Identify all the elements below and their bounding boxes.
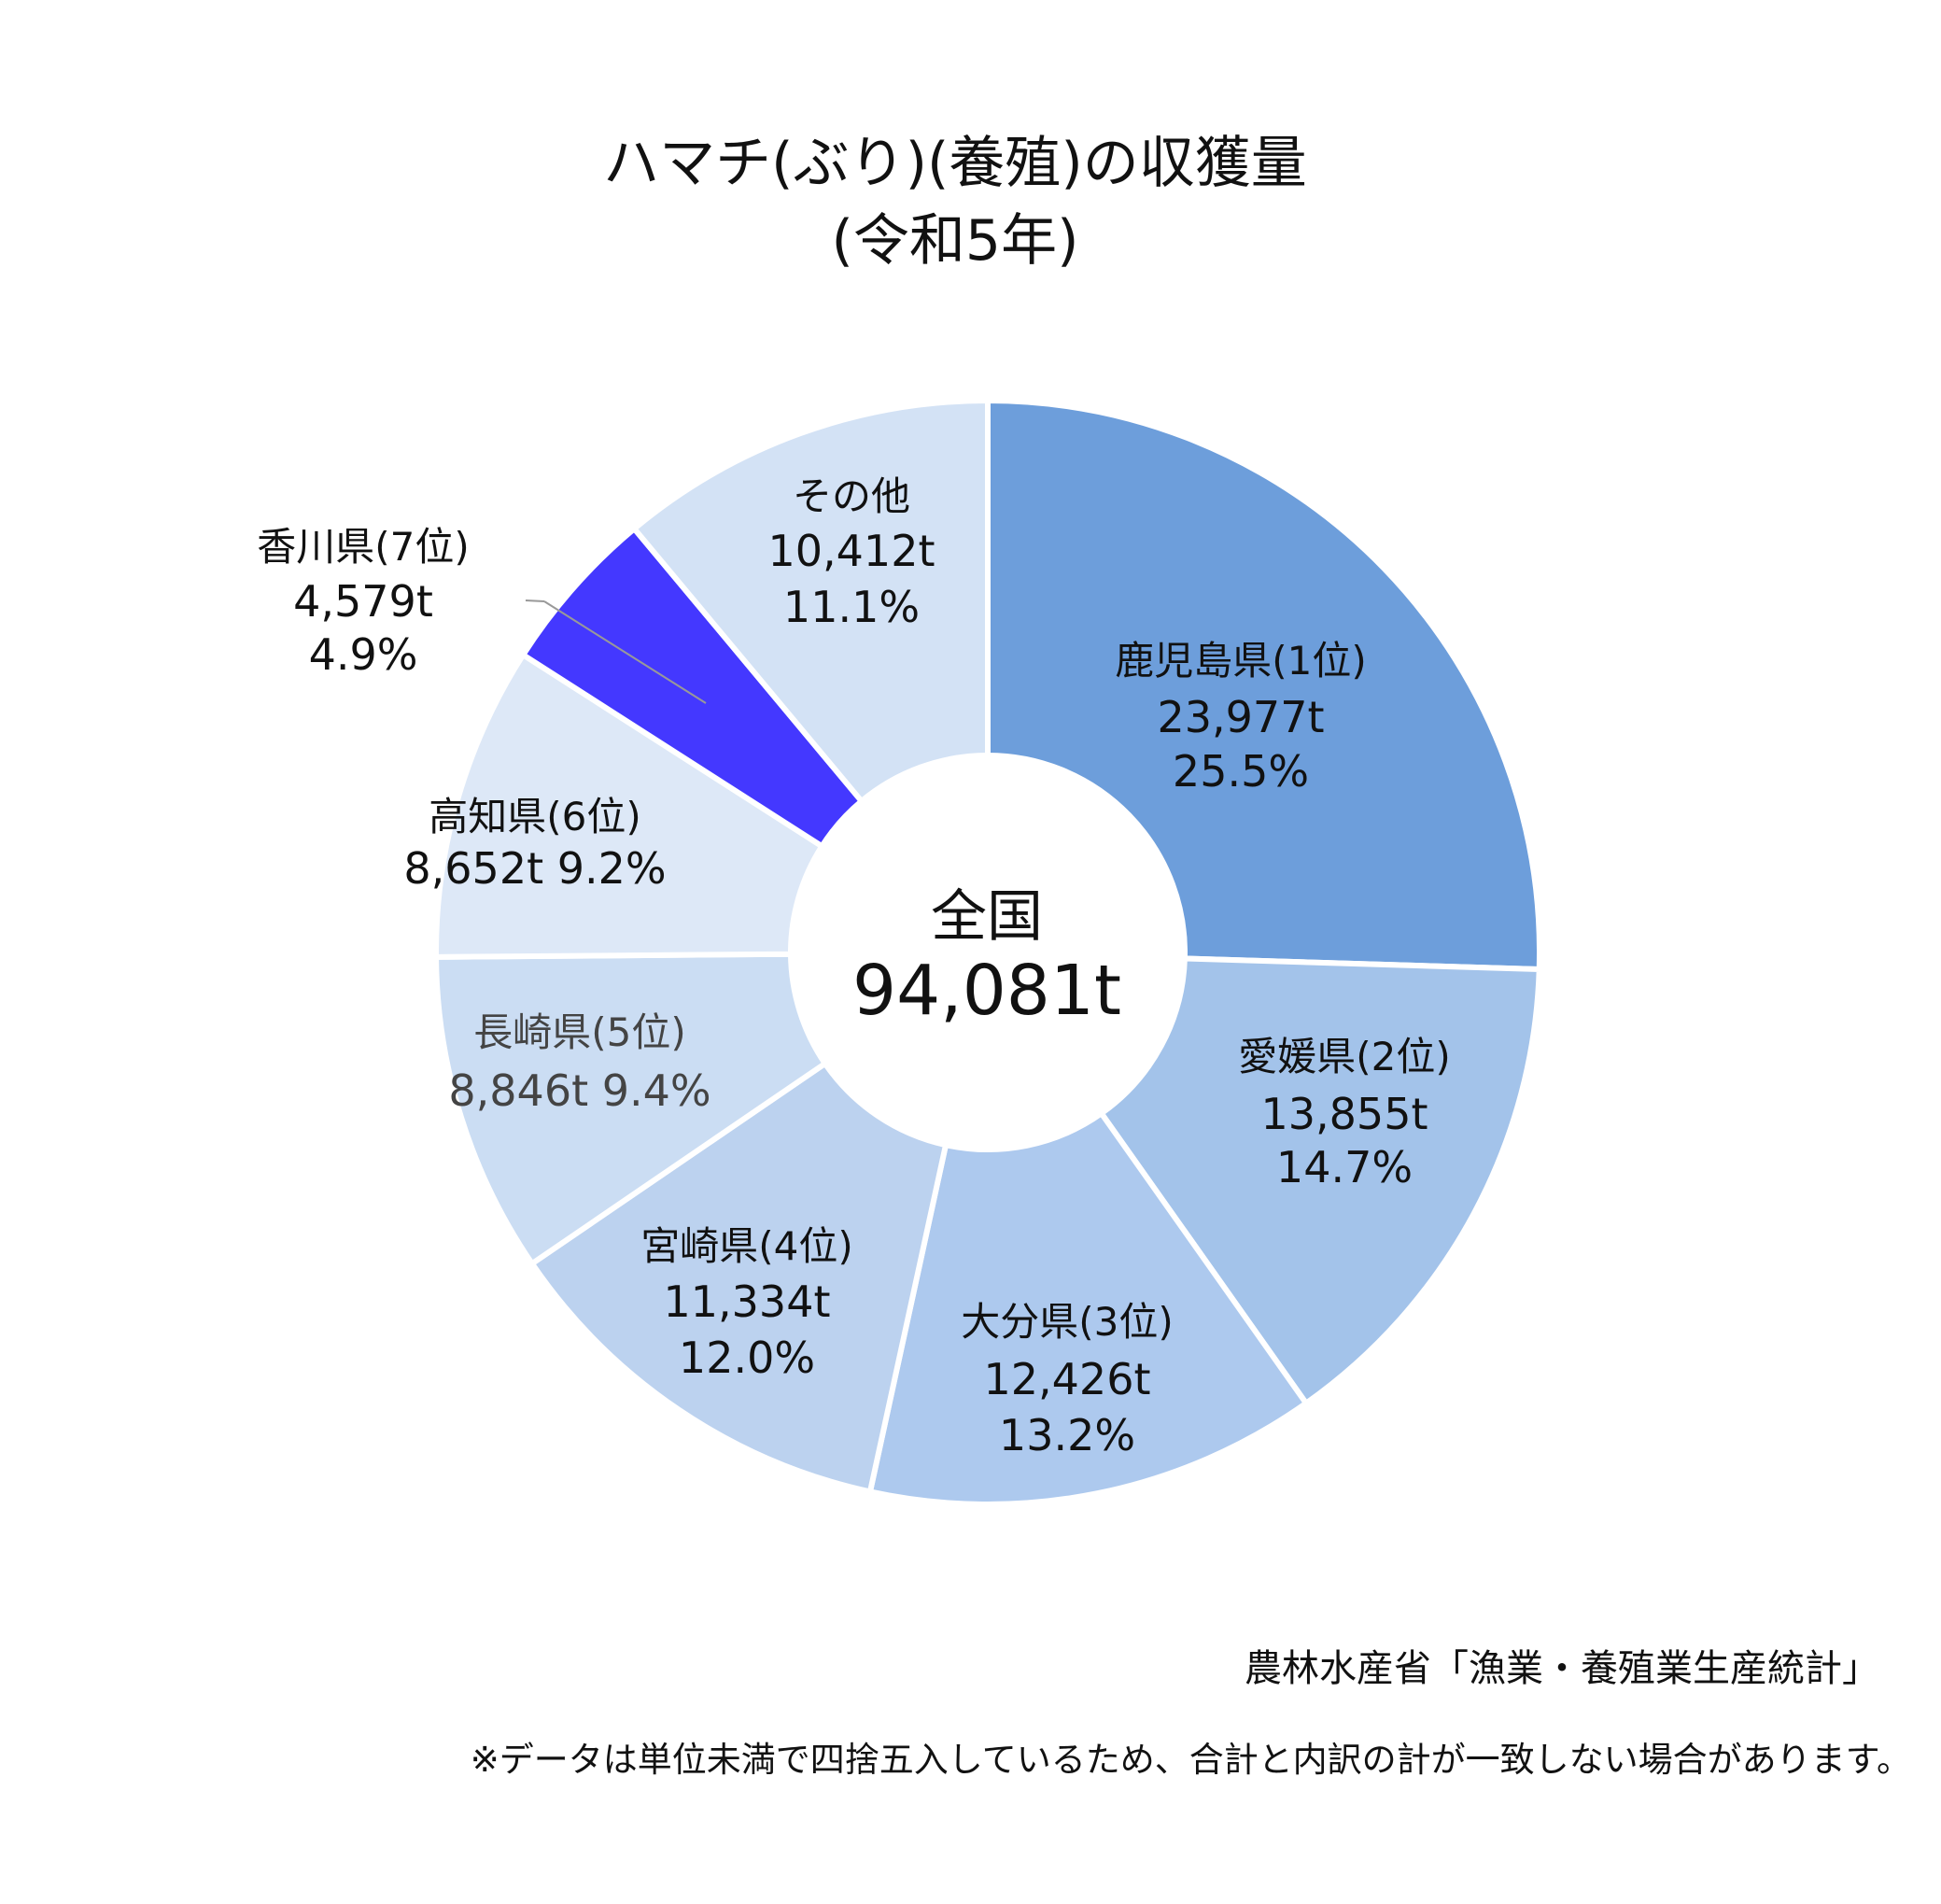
slice-label-percent: 14.7% [1276,1142,1413,1192]
slice-label-name: その他 [793,473,910,519]
slice-label-name: 香川県(7位) [257,524,470,570]
slice-label-name: 宮崎県(4位) [640,1223,853,1269]
slice-1 [1097,955,1542,1407]
slice-label-value-percent: 8,846t 9.4% [448,1065,710,1116]
footnote: ※データは単位未満で四捨五入しているため、合計と内訳の計が一致しない場合がありま… [471,1740,1911,1780]
slice-4 [432,951,829,1268]
center-label-name: 全国 [931,884,1043,950]
slice-2 [866,1109,1311,1507]
slice-label-percent: 11.1% [783,582,920,632]
slice-label-percent: 4.9% [309,629,418,680]
slice-label-name: 鹿児島県(1位) [1115,638,1367,684]
slices-group [432,397,1543,1507]
chart-title-line2: (令和5年) [832,208,1079,274]
slice-label-percent: 13.2% [999,1410,1135,1460]
slice-label-name: 長崎県(5位) [473,1009,686,1055]
slice-label-name: 高知県(6位) [429,794,641,839]
leader-line [543,600,707,704]
slice-label-value: 4,579t [293,576,433,627]
slice-label-percent: 12.0% [679,1333,815,1383]
slice-label-percent: 25.5% [1173,746,1309,797]
chart-title-line1: ハマチ(ぶり)(養殖)の収獲量 [603,131,1307,196]
slice-label-value: 11,334t [664,1276,831,1327]
slice-5 [433,651,826,960]
slice-label-value: 23,977t [1158,692,1325,742]
source-note: 農林水産省「漁業・養殖業生産統計」 [1245,1647,1879,1690]
slice-label-value: 13,855t [1261,1089,1428,1139]
slice-label-value: 10,412t [768,526,935,576]
slice-0 [985,397,1543,973]
slice-3 [527,1059,949,1495]
leader-line [525,599,545,602]
slice-label-name: 愛媛県(2位) [1238,1034,1451,1079]
slice-label-value: 12,426t [984,1354,1151,1404]
slice-label-value-percent: 8,652t 9.2% [403,843,666,894]
slice-7 [630,397,991,806]
center-label-value: 94,081t [852,951,1121,1031]
slice-label-name: 大分県(3位) [961,1299,1174,1345]
